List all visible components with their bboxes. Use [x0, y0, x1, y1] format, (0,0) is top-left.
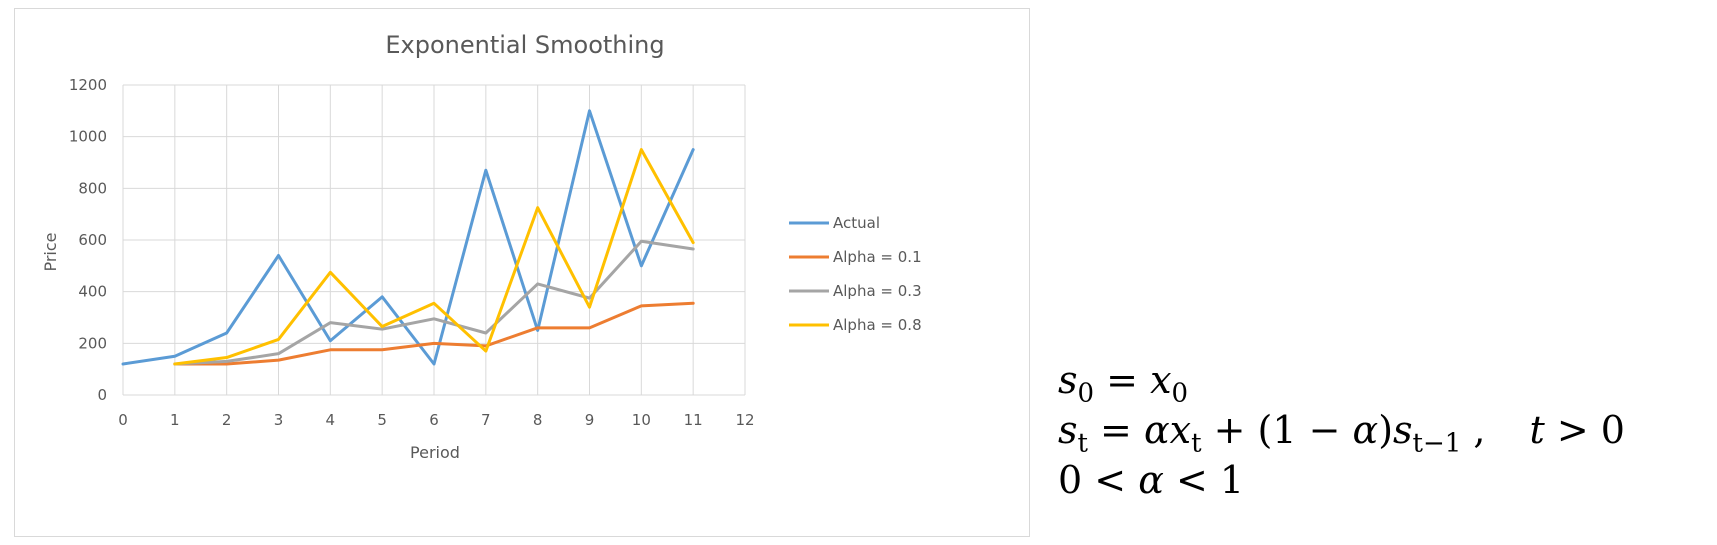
chart-title: Exponential Smoothing: [385, 31, 664, 59]
chart-svg: Exponential Smoothing 0 200 400 600 800 1000 1…: [41, 31, 922, 462]
series-line-2: [173, 239, 695, 366]
formula-symbol: s: [1393, 408, 1413, 452]
formula-symbol: x: [1150, 358, 1172, 402]
formula-symbol: s: [1058, 408, 1078, 452]
legend-label: Actual: [833, 214, 880, 232]
x-tick-label: 5: [377, 411, 387, 429]
legend-label: Alpha = 0.3: [833, 282, 922, 300]
series-line-1: [173, 301, 695, 366]
formula-subscript: 0: [1171, 378, 1189, 409]
x-tick-label: 1: [170, 411, 180, 429]
formula-block: s0 = x0 st = αxt + (1 − α)st−1 ,t > 0 0 …: [1058, 358, 1713, 518]
x-tick-label: 9: [585, 411, 595, 429]
formula-text: + (1 −: [1201, 408, 1353, 452]
formula-symbol: t: [1529, 408, 1545, 452]
formula-symbol: s: [1058, 358, 1078, 402]
y-tick-label: 800: [78, 179, 107, 197]
formula-symbol: α: [1143, 408, 1170, 452]
formula-constraint: 0 < α < 1: [1058, 458, 1244, 502]
x-tick-label: 7: [481, 411, 491, 429]
formula-subscript: t: [1191, 428, 1202, 459]
formula-initial: s0 = x0: [1058, 358, 1188, 409]
legend-label: Alpha = 0.1: [833, 248, 922, 266]
x-tick-label: 2: [222, 411, 232, 429]
x-tick-label: 0: [118, 411, 128, 429]
y-tick-label: 1200: [69, 76, 107, 94]
x-tick-label: 12: [735, 411, 754, 429]
y-tick-label: 400: [78, 283, 107, 301]
formula-text: < 1: [1163, 458, 1245, 502]
x-tick-label: 11: [684, 411, 703, 429]
chart-area: Exponential Smoothing 0 200 400 600 800 1000 1…: [14, 8, 1030, 537]
y-tick-label: 0: [97, 386, 107, 404]
formula-subscript: 0: [1077, 378, 1095, 409]
x-tick-label: 6: [429, 411, 439, 429]
series-line-0: [121, 109, 695, 366]
y-tick-label: 200: [78, 334, 107, 352]
formula-recurrence: st = αxt + (1 − α)st−1 ,t > 0: [1058, 408, 1625, 459]
x-tick-label: 10: [632, 411, 651, 429]
formula-text: 0 <: [1058, 458, 1139, 502]
y-axis-title: Price: [41, 232, 60, 271]
formula-text: ): [1378, 408, 1394, 452]
y-tick-label: 1000: [69, 128, 107, 146]
formula-subscript: t: [1077, 428, 1088, 459]
series-line-3: [173, 148, 695, 366]
x-tick-labels: 0 1 2 3 4 5 6 7 8 9 10 11 12: [118, 411, 754, 429]
legend-label: Alpha = 0.8: [833, 316, 922, 334]
formula-symbol: α: [1138, 458, 1164, 502]
y-tick-label: 600: [78, 231, 107, 249]
y-tick-labels: 0 200 400 600 800 1000 1200: [69, 76, 107, 404]
formula-text: ,: [1461, 408, 1486, 452]
legend: Actual Alpha = 0.1 Alpha = 0.3 Alpha = 0.8: [789, 214, 922, 334]
formula-text: =: [1094, 358, 1151, 402]
formula-subscript: t−1: [1412, 428, 1462, 459]
x-axis-title: Period: [410, 443, 460, 462]
series-lines: [121, 109, 695, 366]
formula-symbol: α: [1352, 408, 1379, 452]
x-tick-label: 4: [326, 411, 336, 429]
x-tick-label: 3: [274, 411, 284, 429]
x-tick-label: 8: [533, 411, 543, 429]
formula-text: =: [1087, 408, 1144, 452]
formula-symbol: x: [1169, 408, 1192, 452]
formula-text: > 0: [1544, 408, 1625, 452]
